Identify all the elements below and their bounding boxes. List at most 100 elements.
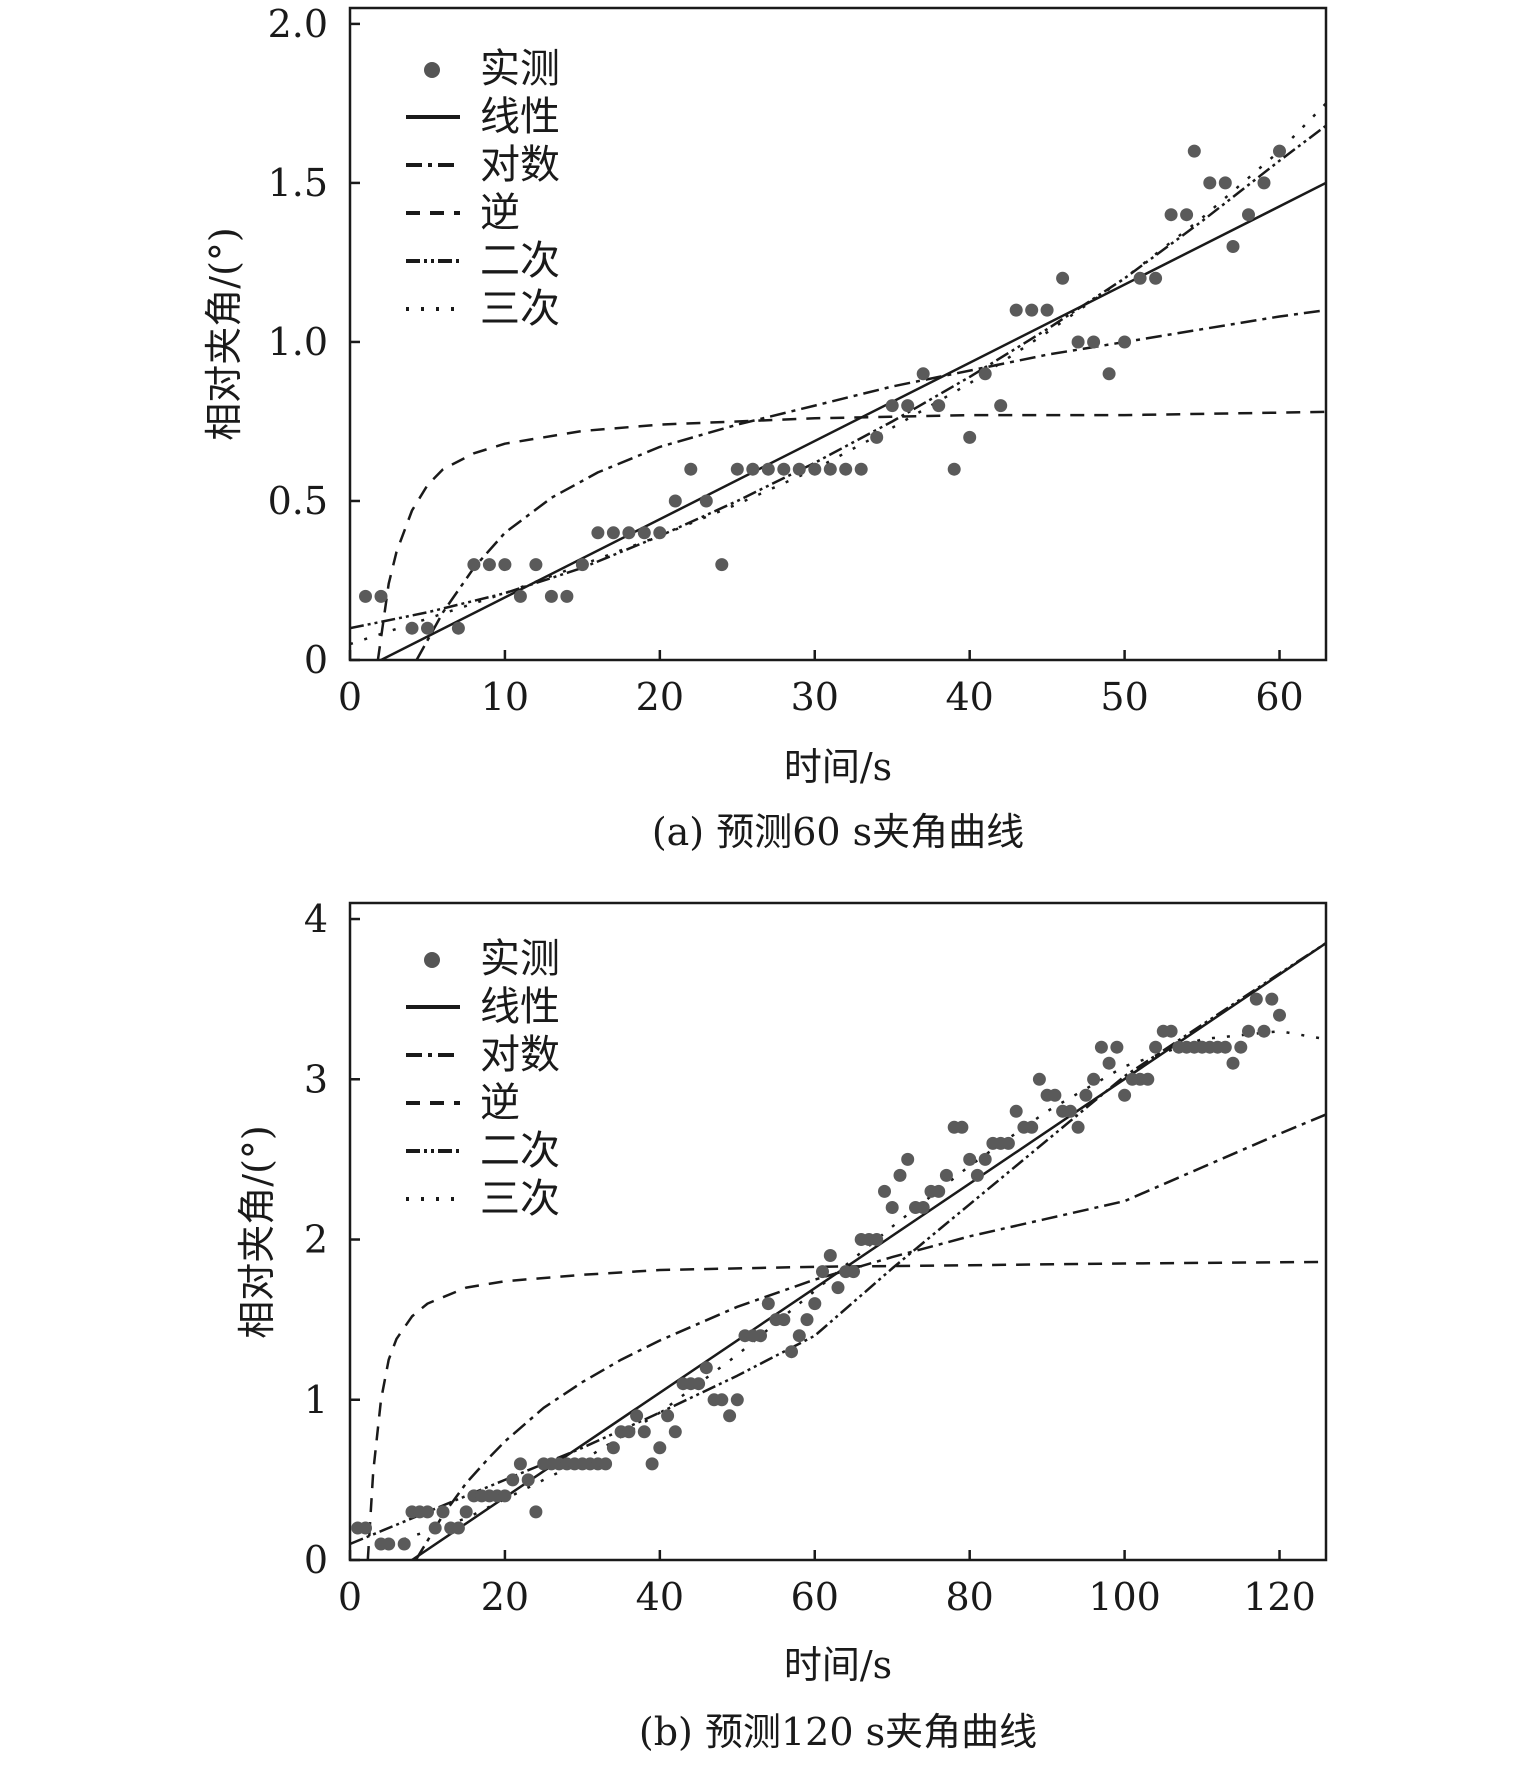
measured-point (1118, 1088, 1132, 1102)
measured-point (630, 1409, 644, 1423)
y-tick-label: 0.5 (268, 479, 328, 523)
measured-point (359, 1521, 372, 1535)
measured-point (1102, 367, 1116, 381)
measured-point (622, 1425, 636, 1439)
y-tick-label: 1 (304, 1378, 328, 1422)
measured-point (451, 621, 465, 635)
measured-point (1056, 271, 1070, 285)
measured-point (1102, 1056, 1116, 1070)
x-tick-label: 60 (791, 1575, 839, 1619)
measured-point (1273, 1008, 1286, 1022)
legend-label-measured: 实测 (480, 936, 560, 982)
measured-point (777, 1313, 791, 1327)
fit-line-cubic (350, 102, 1326, 646)
measured-point (916, 367, 930, 381)
legend-label-measured: 实测 (480, 46, 560, 92)
measured-point (792, 462, 806, 476)
measured-point (653, 1441, 667, 1455)
measured-point (970, 1168, 984, 1182)
measured-point (1257, 1024, 1271, 1038)
y-tick-label: 1.0 (268, 320, 328, 364)
x-tick-label: 40 (636, 1575, 684, 1619)
axis-ticks: 0 10 20 30 40 50 60 0 0.5 1.0 1.5 2.0 (268, 2, 1304, 719)
measured-point (1218, 176, 1232, 190)
measured-point (498, 1489, 512, 1503)
y-tick-label: 4 (304, 897, 328, 941)
measured-point (637, 526, 651, 540)
measured-point (1164, 1024, 1178, 1038)
measured-point (1249, 992, 1263, 1006)
measured-point (901, 1152, 915, 1166)
measured-point (1203, 176, 1217, 190)
measured-point (1087, 335, 1101, 349)
measured-point (1242, 1024, 1255, 1038)
measured-point (955, 1120, 969, 1134)
measured-point (1025, 303, 1039, 317)
measured-point (1110, 1040, 1124, 1054)
measured-point (761, 462, 775, 476)
measured-point (482, 558, 496, 572)
measured-point (1149, 1040, 1163, 1054)
measured-point (1218, 1040, 1232, 1054)
measured-point (421, 1505, 434, 1519)
measured-point (1273, 144, 1286, 158)
legend: 实测 线性 对数 逆 二次 三次 (406, 46, 560, 332)
measured-point (637, 1425, 651, 1439)
y-tick-label: 3 (304, 1057, 328, 1101)
measured-point (699, 1361, 713, 1375)
measured-point (1001, 1136, 1015, 1150)
measured-point (730, 1393, 744, 1407)
y-axis-label: 相对夹角/(°) (202, 227, 246, 440)
measured-point (606, 526, 620, 540)
x-tick-label: 80 (946, 1575, 994, 1619)
measured-point (963, 1152, 977, 1166)
measured-point (1141, 1072, 1155, 1086)
measured-point (893, 1168, 907, 1182)
measured-point (816, 1265, 829, 1279)
measured-point (645, 1457, 659, 1471)
y-tick-label: 0 (304, 638, 328, 682)
measured-point (513, 589, 527, 603)
measured-point (715, 558, 729, 572)
y-tick-label: 1.5 (268, 161, 328, 205)
x-tick-label: 100 (1088, 1575, 1161, 1619)
x-tick-label: 60 (1255, 675, 1303, 719)
measured-point (1009, 1104, 1023, 1118)
measured-point (1071, 1120, 1085, 1134)
fit-line-inverse (366, 1260, 1326, 1560)
measured-point (1164, 208, 1178, 222)
plot-frame (348, 6, 1328, 662)
measured-point (436, 1505, 450, 1519)
fit-line-linear (380, 181, 1326, 660)
measured-point (792, 1329, 806, 1343)
measured-point (932, 1184, 946, 1198)
measured-point (1234, 1040, 1248, 1054)
legend-marker-measured (424, 62, 440, 78)
x-axis-label: 时间/s (784, 1643, 892, 1687)
measured-point (901, 399, 915, 413)
measured-point (529, 1505, 543, 1519)
measured-point (823, 1249, 837, 1262)
measured-point (1265, 992, 1279, 1006)
measured-point (754, 1329, 767, 1343)
x-tick-label: 120 (1243, 1575, 1316, 1619)
measured-point (1071, 335, 1085, 349)
measured-point (591, 526, 605, 540)
measured-point (451, 1521, 465, 1535)
measured-point (777, 462, 791, 476)
fit-line-cubic (388, 1029, 1326, 1546)
measured-point (1242, 208, 1255, 222)
measured-point (521, 1473, 535, 1487)
y-axis-label: 相对夹角/(°) (235, 1125, 279, 1338)
measured-point (963, 430, 977, 444)
measured-point (847, 1265, 860, 1279)
plot-frame (348, 901, 1328, 1562)
legend-label-linear: 线性 (480, 984, 560, 1030)
measured-point (382, 1537, 396, 1551)
measured-point (544, 589, 558, 603)
measured-points (359, 144, 1286, 635)
measured-point (599, 1457, 613, 1471)
measured-point (359, 589, 372, 603)
legend-label-logarithmic: 对数 (480, 142, 560, 188)
fit-line-inverse (376, 410, 1326, 660)
